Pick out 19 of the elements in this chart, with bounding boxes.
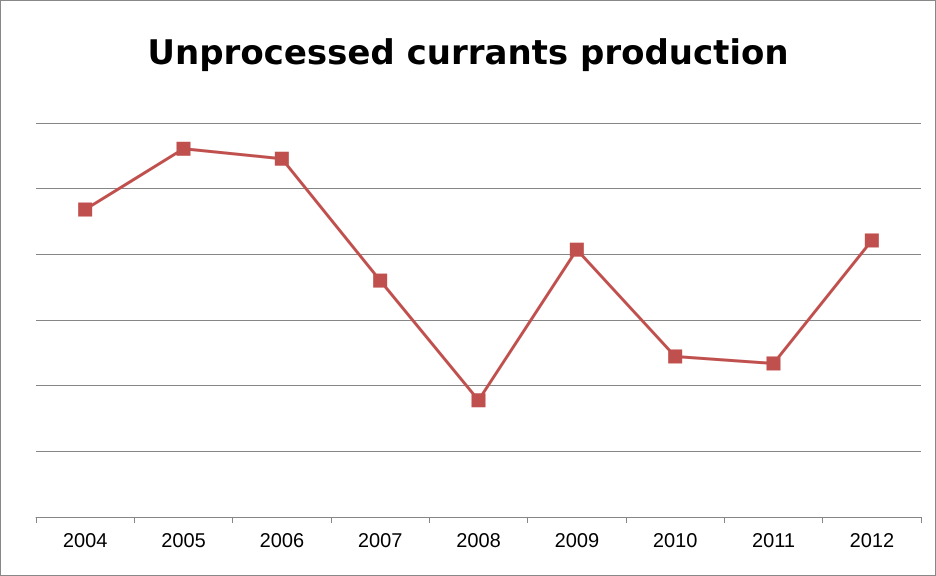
x-tick-label: 2007 — [358, 530, 402, 552]
point — [570, 242, 584, 257]
point — [668, 349, 682, 364]
x-tick-label: 2012 — [850, 530, 894, 552]
x-tick-label: 2006 — [260, 530, 304, 552]
point — [176, 142, 190, 156]
point — [373, 274, 388, 288]
x-tick-label: 2005 — [161, 530, 206, 552]
point — [864, 233, 879, 248]
x-tick-label: 2008 — [456, 530, 501, 552]
x-tick-label: 2011 — [752, 530, 796, 552]
point — [274, 152, 289, 166]
point — [472, 393, 486, 408]
x-tick-label: 2010 — [652, 530, 698, 552]
point — [78, 202, 92, 217]
x-tick-label: 2009 — [554, 530, 600, 552]
chart-title: Unprocessed currants production — [147, 33, 789, 73]
point — [766, 356, 780, 370]
x-tick-label: 2004 — [62, 530, 108, 552]
